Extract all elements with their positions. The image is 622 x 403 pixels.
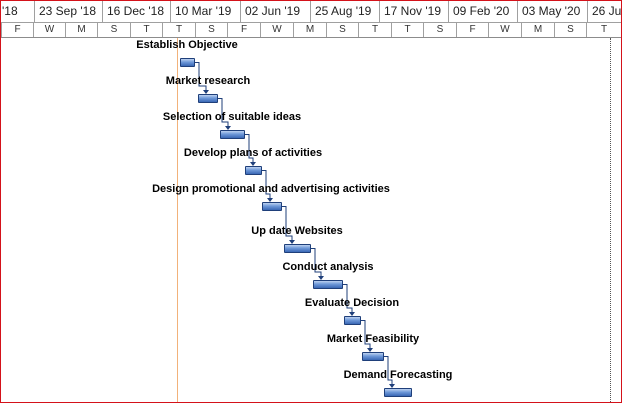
dependency-link[interactable] xyxy=(361,320,371,352)
timescale-major-cell[interactable]: 02 Jun '19 xyxy=(240,1,310,22)
task-bar[interactable] xyxy=(362,352,384,361)
task-label[interactable]: Up date Websites xyxy=(251,225,343,237)
dependency-link[interactable] xyxy=(218,98,229,130)
dependency-arrowhead xyxy=(389,384,395,388)
gantt-chart-area: Establish Objective Market research Sele… xyxy=(1,38,621,402)
timescale-minor-tier: F W M S T T S F W M S T T S F W M S T xyxy=(1,23,621,38)
timescale-minor-cell[interactable]: W xyxy=(488,23,521,37)
dependency-links xyxy=(195,62,395,388)
task-bar[interactable] xyxy=(245,166,262,175)
dependency-arrowhead xyxy=(225,126,231,130)
task-label[interactable]: Evaluate Decision xyxy=(304,297,400,309)
dependency-link[interactable] xyxy=(195,62,207,94)
dependency-link[interactable] xyxy=(245,134,254,166)
dependency-arrowhead xyxy=(289,240,295,244)
task-label[interactable]: Conduct analysis xyxy=(282,261,374,273)
task-label[interactable]: Develop plans of activities xyxy=(183,147,323,159)
timescale-major-cell[interactable]: 10 Mar '19 xyxy=(170,1,240,22)
timescale-minor-cell[interactable]: S xyxy=(195,23,227,37)
task-label[interactable]: Selection of suitable ideas xyxy=(162,111,302,123)
current-date-line xyxy=(177,38,178,402)
dependency-arrowhead xyxy=(349,312,355,316)
dependency-link[interactable] xyxy=(282,206,293,244)
task-bar[interactable] xyxy=(313,280,343,289)
timescale-minor-cell[interactable]: T xyxy=(586,23,621,37)
task-bar[interactable] xyxy=(262,202,282,211)
dependency-arrowhead xyxy=(318,276,324,280)
timescale-major-cell[interactable]: 23 Sep '18 xyxy=(34,1,102,22)
task-label[interactable]: Market Feasibility xyxy=(326,333,420,345)
task-label[interactable]: Market research xyxy=(165,75,251,87)
project-finish-line xyxy=(610,38,611,402)
timescale-major-cell[interactable]: 03 May '20 xyxy=(517,1,587,22)
timescale-minor-cell[interactable]: S xyxy=(326,23,358,37)
timescale-minor-cell[interactable]: F xyxy=(227,23,260,37)
timescale-minor-cell[interactable]: S xyxy=(97,23,130,37)
task-bar[interactable] xyxy=(344,316,361,325)
timescale-major-cell[interactable]: 25 Aug '19 xyxy=(310,1,379,22)
timescale-minor-cell[interactable]: M xyxy=(293,23,326,37)
timescale-minor-cell[interactable]: M xyxy=(65,23,97,37)
task-label[interactable]: Demand Forecasting xyxy=(343,369,453,381)
timescale-minor-cell[interactable]: F xyxy=(456,23,488,37)
dependency-arrowhead xyxy=(203,90,209,94)
timescale-minor-cell[interactable]: W xyxy=(33,23,65,37)
dependency-arrowhead xyxy=(267,198,273,202)
timescale-major-cell[interactable]: 16 Dec '18 xyxy=(102,1,170,22)
task-label[interactable]: Establish Objective xyxy=(136,39,238,51)
timescale-major-cell[interactable]: 17 Nov '19 xyxy=(379,1,448,22)
timescale-minor-cell[interactable]: W xyxy=(260,23,293,37)
task-label[interactable]: Design promotional and advertising activ… xyxy=(152,183,390,195)
timescale-minor-cell[interactable]: F xyxy=(1,23,33,37)
dependency-link[interactable] xyxy=(311,248,322,280)
timescale-header: '18 23 Sep '18 16 Dec '18 10 Mar '19 02 … xyxy=(1,1,621,38)
timescale-major-cell[interactable]: '18 xyxy=(1,1,35,22)
dependency-arrowhead xyxy=(367,348,373,352)
timescale-minor-cell[interactable]: S xyxy=(423,23,456,37)
dependency-link[interactable] xyxy=(343,284,353,316)
timescale-minor-cell[interactable]: T xyxy=(130,23,162,37)
timescale-minor-cell[interactable]: S xyxy=(554,23,586,37)
task-bar[interactable] xyxy=(384,388,412,397)
task-bar[interactable] xyxy=(198,94,218,103)
task-bar[interactable] xyxy=(180,58,195,67)
timescale-major-cell[interactable]: 26 Ju xyxy=(587,1,621,22)
timescale-major-tier: '18 23 Sep '18 16 Dec '18 10 Mar '19 02 … xyxy=(1,1,621,23)
task-bar[interactable] xyxy=(220,130,245,139)
timescale-minor-cell[interactable]: T xyxy=(358,23,391,37)
task-bar[interactable] xyxy=(284,244,311,253)
dependency-arrowhead xyxy=(250,162,256,166)
timescale-major-cell[interactable]: 09 Feb '20 xyxy=(448,1,517,22)
dependency-link[interactable] xyxy=(384,356,393,388)
dependency-link[interactable] xyxy=(262,170,271,202)
timescale-minor-cell[interactable]: T xyxy=(162,23,195,37)
timescale-minor-cell[interactable]: T xyxy=(391,23,423,37)
timescale-minor-cell[interactable]: M xyxy=(521,23,554,37)
